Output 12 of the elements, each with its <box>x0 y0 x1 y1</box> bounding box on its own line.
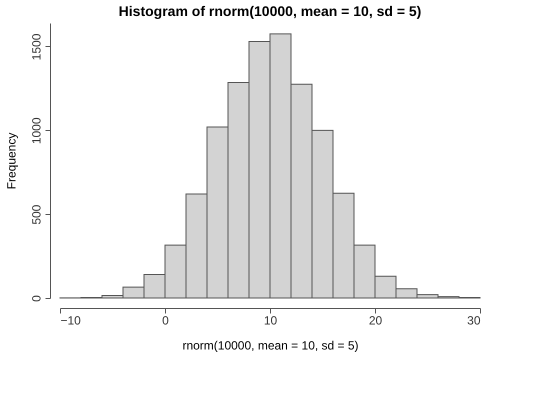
x-tick-label: −10 <box>60 314 82 328</box>
y-tick-label: 0 <box>30 294 44 302</box>
x-axis-title: rnorm(10000, mean = 10, sd = 5) <box>182 338 359 352</box>
y-tick-label: 1000 <box>30 117 44 144</box>
chart-title: Histogram of rnorm(10000, mean = 10, sd = 5) <box>118 3 422 19</box>
y-axis-title: Frequency <box>4 132 18 190</box>
x-tick-label: 30 <box>467 314 481 328</box>
x-tick-label: 0 <box>162 314 170 328</box>
x-tick-label: 10 <box>264 314 278 328</box>
y-tick-label: 500 <box>30 204 44 225</box>
y-tick-label: 1500 <box>30 33 44 60</box>
x-tick-label: 20 <box>368 314 382 328</box>
